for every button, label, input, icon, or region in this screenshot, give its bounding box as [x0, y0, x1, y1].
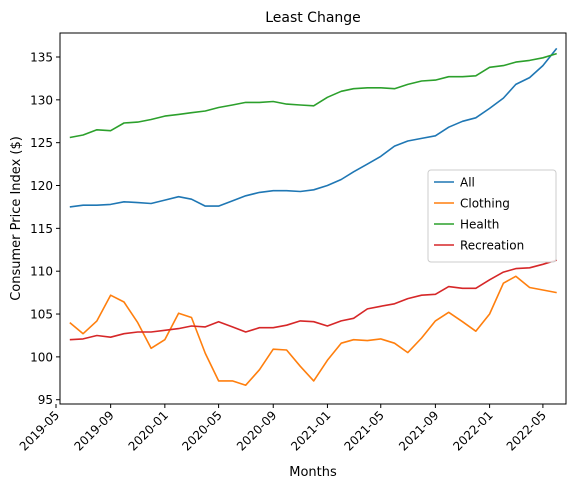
- x-tick-label: 2020-09: [234, 408, 279, 453]
- x-axis-label: Months: [289, 465, 337, 480]
- series-line-all: [69, 47, 558, 208]
- legend-box: [427, 169, 557, 263]
- x-tick-label: 2021-09: [396, 408, 441, 453]
- legend-label: All: [460, 176, 475, 190]
- y-tick-label: 135: [30, 50, 53, 64]
- legend-label: Clothing: [460, 197, 510, 211]
- x-tick-label: 2020-01: [126, 408, 171, 453]
- chart-title: Least Change: [265, 10, 361, 26]
- y-tick-label: 95: [38, 393, 53, 407]
- y-axis: 95 100 105 110 115 120 125 130 135: [30, 50, 60, 407]
- y-tick-label: 105: [30, 308, 53, 322]
- y-tick-label: 115: [30, 222, 53, 236]
- x-tick-label: 2019-09: [71, 408, 116, 453]
- x-tick-label: 2022-05: [504, 408, 549, 453]
- x-tick-label: 2019-05: [17, 408, 62, 453]
- series-line-recreation: [69, 259, 557, 341]
- x-axis: 2019-05 2019-09 2020-01 2020-05 2020-09 2021-…: [17, 404, 549, 454]
- y-tick-label: 110: [30, 265, 53, 279]
- legend-label: Recreation: [460, 239, 524, 253]
- legend-label: Health: [460, 218, 499, 232]
- plot-frame: [59, 32, 567, 405]
- y-tick-label: 120: [30, 179, 53, 193]
- y-axis-label: Consumer Price Index ($): [9, 136, 24, 301]
- y-tick-label: 125: [30, 136, 53, 150]
- series-line-health: [69, 52, 557, 139]
- y-tick-label: 130: [30, 93, 53, 107]
- x-tick-label: 2022-01: [450, 408, 495, 453]
- series-line-clothing: [69, 275, 557, 387]
- x-tick-label: 2021-05: [342, 408, 387, 453]
- legend: All Clothing Health Recreation: [427, 169, 557, 263]
- x-tick-label: 2021-01: [288, 408, 333, 453]
- x-tick-label: 2020-05: [179, 408, 224, 453]
- series-layer: [69, 47, 558, 387]
- y-tick-label: 100: [30, 350, 53, 364]
